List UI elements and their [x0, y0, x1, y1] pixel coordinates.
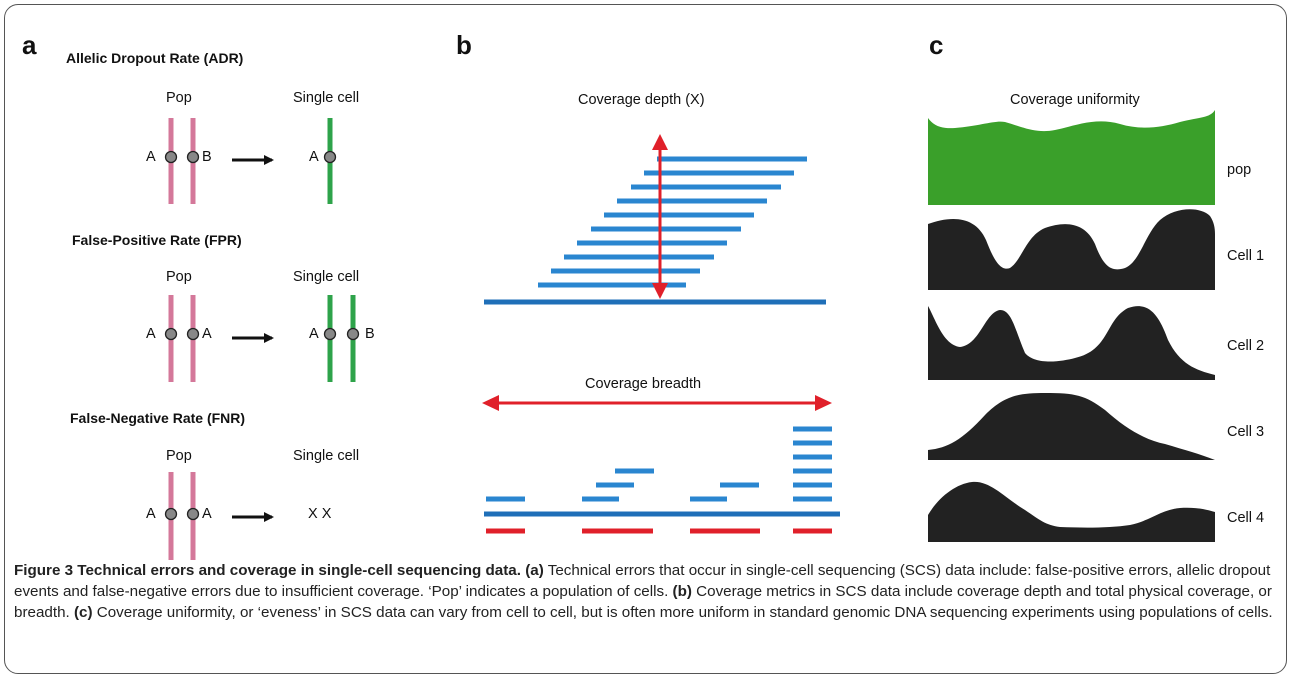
fnr-pop-allele-2: A [202, 506, 212, 522]
arrow-down-icon [652, 283, 668, 299]
fnr-pop-allele-1: A [146, 506, 156, 522]
fnr-diagram [164, 472, 274, 560]
allele-dot [186, 327, 200, 341]
coverage-profile-cell-3 [928, 393, 1215, 460]
coverage-depth-title: Coverage depth (X) [578, 92, 705, 108]
coverage-depth-diagram [484, 134, 826, 305]
caption-c-label: (c) [73, 604, 93, 621]
coverage-breadth-diagram [482, 395, 840, 534]
caption-figure-label: Figure 3 Technical errors and coverage i… [14, 562, 521, 579]
figure-frame [4, 4, 1287, 674]
allele-dot [186, 150, 200, 164]
track-label-cell-1: Cell 1 [1227, 248, 1265, 264]
adr-pop-label: Pop [166, 90, 192, 106]
allele-dot [323, 150, 337, 164]
allele-dot [346, 327, 360, 341]
coverage-profile-pop [928, 110, 1215, 205]
caption-a-text: Technical errors that occur in single-ce… [14, 562, 1271, 600]
track-label-cell-3: Cell 3 [1227, 424, 1265, 440]
figure-caption: Figure 3 Technical errors and coverage i… [14, 560, 1274, 623]
coverage-profile-cell-2 [928, 306, 1215, 380]
panel-a-label: a [22, 30, 37, 60]
allele-dot [164, 150, 178, 164]
adr-single-label: Single cell [293, 90, 360, 106]
caption-b-text: Coverage metrics in SCS data include cov… [14, 583, 1272, 621]
allele-dot [164, 507, 178, 521]
fpr-single-label: Single cell [293, 269, 360, 285]
fnr-pop-label: Pop [166, 448, 192, 464]
allele-dot [323, 327, 337, 341]
panel-b-label: b [456, 30, 472, 60]
coverage-breadth-title: Coverage breadth [585, 376, 702, 392]
fpr-pop-allele-1: A [146, 326, 156, 342]
caption-a-label: (a) [525, 562, 544, 579]
caption-b-label: (b) [672, 583, 692, 600]
coverage-uniformity-diagram [928, 110, 1215, 542]
arrow-up-icon [652, 134, 668, 150]
panel-c-label: c [929, 30, 944, 60]
adr-pop-allele-2: B [202, 149, 212, 165]
fpr-single-allele-2: B [365, 326, 375, 342]
track-label-cell-2: Cell 2 [1227, 338, 1265, 354]
fpr-diagram [164, 295, 360, 382]
adr-pop-allele-1: A [146, 149, 156, 165]
fnr-title: False-Negative Rate (FNR) [70, 410, 246, 426]
track-label-cell-4: Cell 4 [1227, 510, 1265, 526]
track-label-pop: pop [1227, 162, 1252, 178]
fpr-title: False-Positive Rate (FPR) [72, 232, 242, 248]
arrow-right-icon [815, 395, 832, 411]
fnr-single-text: X X [308, 506, 332, 522]
adr-title: Allelic Dropout Rate (ADR) [66, 50, 244, 66]
coverage-profile-cell-1 [928, 209, 1215, 290]
fpr-pop-allele-2: A [202, 326, 212, 342]
fnr-single-label: Single cell [293, 448, 360, 464]
allele-dot [164, 327, 178, 341]
fpr-pop-label: Pop [166, 269, 192, 285]
caption-c-text: Coverage uniformity, or ‘eveness’ in SCS… [92, 604, 1273, 621]
coverage-profile-cell-4 [928, 481, 1215, 542]
adr-diagram [164, 118, 337, 204]
allele-dot [186, 507, 200, 521]
arrow-left-icon [482, 395, 499, 411]
adr-single-allele-1: A [309, 149, 319, 165]
fpr-single-allele-1: A [309, 326, 319, 342]
coverage-uniformity-title: Coverage uniformity [1010, 92, 1140, 108]
